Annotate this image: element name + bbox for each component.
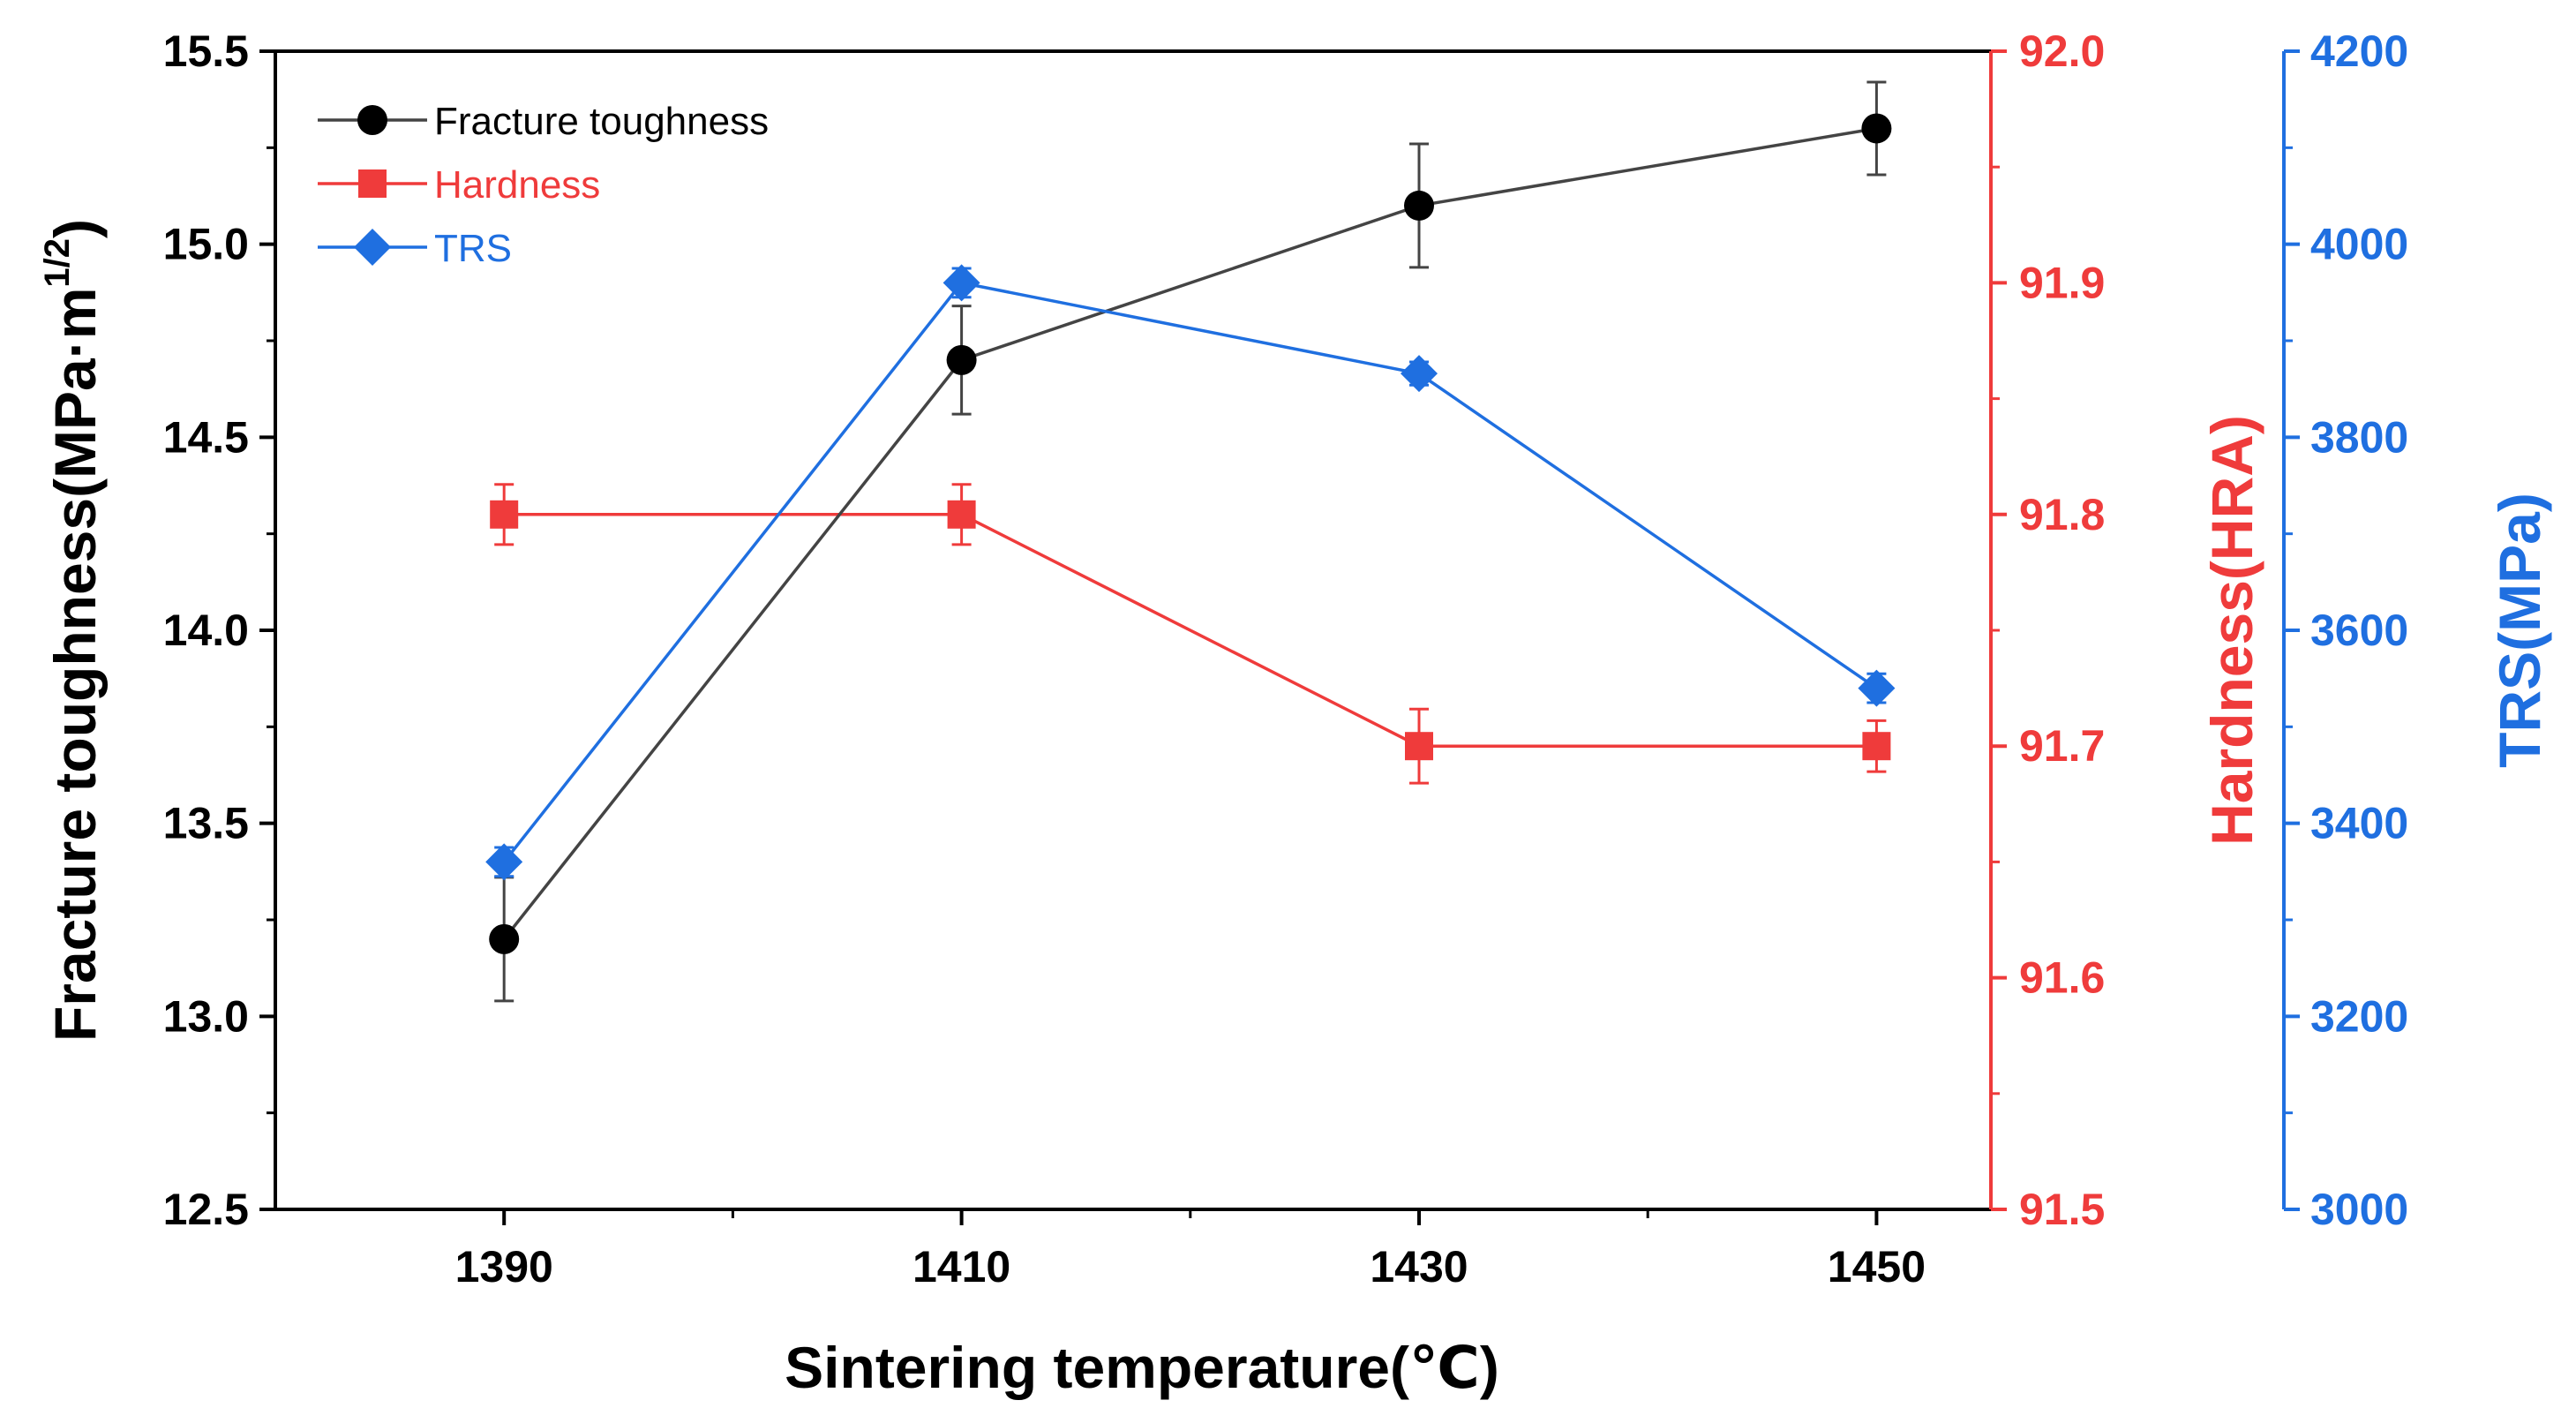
legend-label-trs: TRS — [434, 227, 512, 270]
trs-point — [1401, 355, 1438, 393]
legend-item-hardness: Hardness — [318, 163, 600, 207]
trs-point — [943, 264, 980, 302]
x-tick-label: 1410 — [912, 1242, 1010, 1291]
x-tick-label: 1430 — [1370, 1242, 1468, 1291]
left-tick-label: 14.5 — [163, 412, 249, 462]
hardness-line — [504, 513, 1877, 748]
legend-item-fracture-toughness: Fracture toughness — [318, 100, 769, 143]
hardness-point — [947, 500, 976, 529]
hardness-axis-title: Hardness(HRA) — [2199, 415, 2264, 846]
legend-layer: Fracture toughness Hardness TRS — [318, 100, 769, 270]
trs-tick-label: 3000 — [2310, 1185, 2408, 1234]
hardness-point — [1862, 732, 1891, 761]
trs-tick-label: 4000 — [2310, 220, 2408, 269]
legend-item-trs: TRS — [318, 227, 512, 270]
series-hardness — [490, 483, 1891, 785]
hardness-tick-label: 91.6 — [2019, 953, 2105, 1003]
trs-tick-label: 3200 — [2310, 991, 2408, 1041]
left-tick-label: 15.5 — [163, 26, 249, 76]
trs-point — [1858, 669, 1896, 707]
hardness-tick-label: 91.5 — [2019, 1185, 2105, 1234]
trs-tick-label: 3600 — [2310, 606, 2408, 655]
left-tick-label: 12.5 — [163, 1185, 249, 1234]
trs-axis-title: TRS(MPa) — [2487, 493, 2552, 768]
hardness-tick-label: 91.9 — [2019, 258, 2105, 307]
x-tick-label: 1450 — [1828, 1242, 1926, 1291]
left-axis-title-main: Fracture toughness(MPa·m — [42, 288, 108, 1042]
left-axis-title-close: ) — [42, 219, 108, 238]
left-axis-title-superscript: 1/2 — [38, 238, 77, 288]
x-tick-label: 1390 — [455, 1242, 553, 1291]
hardness-tick-label: 91.7 — [2019, 721, 2105, 771]
trs-line — [502, 281, 1878, 863]
trs-tick-label: 4200 — [2310, 26, 2408, 76]
fracture-toughness-point — [1861, 113, 1892, 144]
axes-layer: 1390 1410 1430 1450 Sintering temperature(℃)… — [38, 26, 2552, 1400]
hardness-point — [490, 500, 519, 529]
hardness-tick-label: 92.0 — [2019, 26, 2105, 76]
trs-tick-label: 3800 — [2310, 412, 2408, 462]
legend-label-hardness: Hardness — [434, 163, 600, 207]
hardness-point — [1405, 732, 1433, 761]
left-tick-label: 14.0 — [163, 606, 249, 655]
x-axis-title: Sintering temperature(℃) — [785, 1335, 1499, 1400]
left-tick-label: 15.0 — [163, 220, 249, 269]
fracture-toughness-point — [489, 923, 520, 954]
legend-label-fracture-toughness: Fracture toughness — [434, 100, 769, 143]
series-trs — [485, 264, 1896, 881]
fracture-toughness-point — [1404, 190, 1434, 221]
left-axis-title: Fracture toughness(MPa·m1/2) — [38, 219, 108, 1042]
trs-point — [485, 843, 523, 881]
fracture-toughness-point — [946, 344, 977, 375]
left-tick-label: 13.5 — [163, 799, 249, 848]
legend-marker-trs — [354, 229, 391, 266]
hardness-tick-label: 91.8 — [2019, 490, 2105, 539]
trs-tick-label: 3400 — [2310, 799, 2408, 848]
fracture-toughness-line — [502, 126, 1877, 940]
left-tick-label: 13.0 — [163, 991, 249, 1041]
legend-marker-hardness — [358, 169, 387, 198]
series-fracture-toughness — [489, 80, 1892, 1003]
series-layer — [485, 80, 1896, 1003]
legend-marker-fracture-toughness — [357, 105, 387, 135]
